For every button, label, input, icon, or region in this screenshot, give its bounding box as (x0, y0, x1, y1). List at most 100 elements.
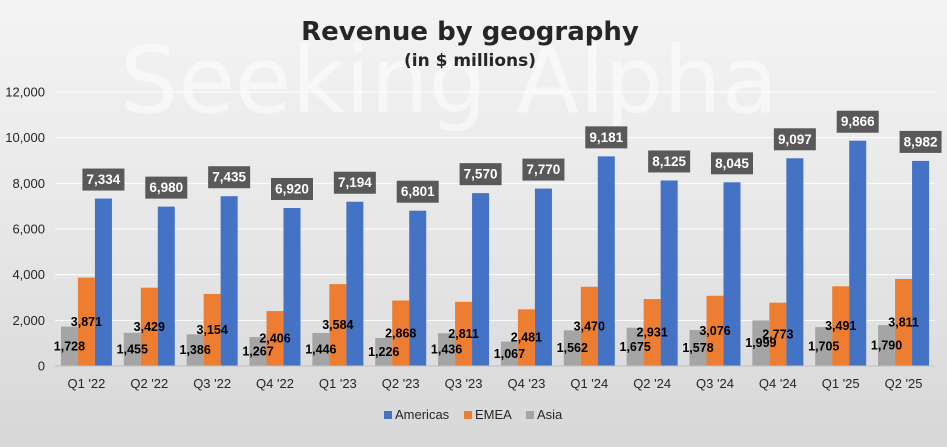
bar-emea (895, 278, 913, 366)
data-label-asia: 1,790 (871, 339, 902, 353)
legend-swatch-emea (464, 411, 472, 419)
data-label-asia: 1,436 (431, 343, 462, 357)
americas-label-box (82, 168, 125, 191)
y-tick-label: 4,000 (12, 267, 45, 282)
legend-label-emea: EMEA (475, 407, 512, 422)
bar-emea (517, 309, 535, 366)
americas-label-box (836, 110, 879, 133)
x-axis: Q1 '22 Q2 '22 Q3 '22 Q4 '22 Q1 '23 Q2 '23 Q3 '… (55, 365, 935, 391)
data-label-emea: 2,931 (637, 326, 668, 340)
americas-label-box (145, 176, 188, 199)
data-label-americas: 8,982 (904, 134, 938, 149)
bar-emea (77, 277, 95, 366)
x-tick-label: Q3 '24 (696, 376, 734, 391)
x-tick-label: Q1 '25 (822, 376, 860, 391)
chart-title: Revenue by geography (301, 17, 639, 47)
watermark: Seeking Alpha (120, 27, 778, 134)
data-label-emea: 3,470 (574, 319, 605, 333)
americas-label-box (396, 180, 439, 203)
bar-asia (249, 337, 267, 366)
data-label-americas: 9,097 (778, 132, 812, 147)
data-labels: 1,728 3,871 7,334 1,455 3,429 6,980 1,386 3,154… (54, 110, 942, 361)
data-label-americas: 9,181 (589, 130, 623, 145)
bar-asia (626, 327, 644, 366)
x-tick-label: Q1 '22 (67, 376, 105, 391)
data-label-emea: 2,773 (762, 327, 793, 341)
data-label-americas: 7,435 (212, 170, 246, 185)
bar-americas (723, 182, 741, 366)
bar-asia (500, 341, 518, 366)
bar-asia (563, 330, 581, 366)
americas-label-box (585, 126, 628, 149)
americas-label-box (208, 166, 251, 189)
data-label-emea: 2,868 (385, 326, 416, 340)
bar-americas (283, 207, 301, 366)
data-label-emea: 3,811 (888, 315, 919, 329)
bars (60, 140, 930, 366)
bar-asia (878, 325, 896, 366)
data-label-americas: 6,801 (401, 184, 435, 199)
chart-subtitle: (in $ millions) (404, 51, 536, 71)
bar-emea (329, 284, 347, 366)
bar-asia (312, 332, 330, 366)
y-tick-label: 10,000 (5, 130, 45, 145)
x-tick-label: Q2 '23 (382, 376, 420, 391)
bar-asia (123, 332, 141, 366)
x-tick-label: Q2 '24 (633, 376, 671, 391)
data-label-americas: 9,866 (841, 114, 875, 129)
legend-swatch-asia (526, 411, 534, 419)
bar-emea (706, 295, 724, 366)
x-tick-label: Q4 '24 (759, 376, 797, 391)
bar-americas (346, 201, 364, 366)
data-label-asia: 1,675 (620, 340, 651, 354)
data-label-asia: 1,455 (117, 342, 148, 356)
data-label-americas: 7,570 (464, 167, 498, 182)
y-tick-label: 6,000 (12, 222, 45, 237)
y-axis: 0 2,000 4,000 6,000 8,000 10,000 12,000 (5, 85, 45, 374)
x-tick-label: Q4 '22 (256, 376, 294, 391)
data-label-asia: 1,705 (808, 340, 839, 354)
legend-label-americas: Americas (395, 407, 450, 422)
bar-americas (597, 156, 615, 366)
bar-emea (769, 302, 787, 366)
data-label-asia: 1,578 (682, 341, 713, 355)
bar-americas (660, 180, 678, 366)
bar-americas (94, 198, 112, 366)
data-label-asia: 1,562 (557, 341, 588, 355)
data-label-emea: 2,811 (448, 327, 479, 341)
americas-label-box (773, 128, 816, 151)
bar-asia (60, 326, 78, 366)
bar-americas (409, 210, 427, 366)
data-label-asia: 1,226 (368, 345, 399, 359)
x-tick-label: Q3 '22 (193, 376, 231, 391)
americas-label-box (459, 163, 502, 186)
data-label-americas: 7,770 (527, 162, 561, 177)
americas-label-box (271, 177, 313, 200)
data-label-asia: 1,386 (180, 343, 211, 357)
x-tick-label: Q2 '25 (885, 376, 923, 391)
data-label-emea: 3,871 (71, 315, 102, 329)
bar-emea (832, 286, 850, 366)
bar-emea (580, 286, 598, 366)
data-label-emea: 3,491 (825, 319, 856, 333)
bar-americas (912, 160, 930, 366)
y-tick-label: 2,000 (12, 313, 45, 328)
bar-americas (220, 196, 238, 366)
y-tick-label: 12,000 (5, 85, 45, 100)
x-tick-label: Q3 '23 (445, 376, 483, 391)
americas-label-box (648, 150, 691, 173)
y-tick-label: 0 (38, 359, 45, 374)
americas-label-box (899, 130, 942, 153)
americas-label-box (333, 171, 376, 194)
bar-asia (689, 329, 707, 366)
americas-label-box (711, 152, 753, 175)
bar-americas (157, 206, 175, 366)
data-label-asia: 1,999 (745, 336, 776, 350)
y-tick-label: 8,000 (12, 176, 45, 191)
americas-label-box (522, 158, 565, 181)
data-label-emea: 2,481 (511, 331, 542, 345)
x-tick-label: Q1 '24 (570, 376, 608, 391)
bar-emea (455, 301, 473, 366)
legend: Americas EMEA Asia (384, 407, 563, 422)
